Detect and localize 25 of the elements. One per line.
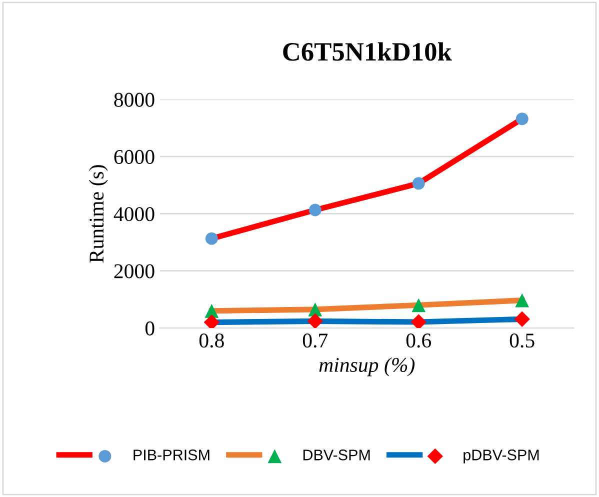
x-tick-label: 0.7 bbox=[302, 333, 328, 348]
point bbox=[412, 177, 425, 190]
legend-label: PIB-PRISM bbox=[134, 450, 210, 460]
y-tick-label: 6000 bbox=[114, 150, 154, 164]
point bbox=[410, 314, 426, 328]
point bbox=[514, 311, 530, 328]
y-tick-label: 2000 bbox=[114, 264, 154, 278]
x-axis-title: minsup (%) bbox=[319, 357, 415, 376]
x-tick-label: 0.6 bbox=[406, 333, 432, 348]
point bbox=[307, 313, 324, 328]
x-tick-label: 0.5 bbox=[510, 333, 534, 348]
point bbox=[205, 232, 218, 245]
point bbox=[204, 314, 220, 328]
point bbox=[515, 293, 530, 308]
x-tick-label: 0.8 bbox=[199, 333, 224, 348]
y-axis-title: Runtime (s) bbox=[88, 165, 108, 263]
chart-title: C6T5N1kD10k bbox=[283, 42, 452, 61]
point bbox=[516, 112, 528, 126]
point bbox=[308, 204, 322, 216]
y-tick-label: 8000 bbox=[114, 92, 154, 107]
y-tick-label: 0 bbox=[145, 321, 154, 336]
y-tick-label: 4000 bbox=[114, 207, 154, 222]
point bbox=[412, 298, 426, 312]
legend-label: pDBV-SPM bbox=[464, 450, 539, 464]
legend-label: DBV-SPM bbox=[303, 450, 370, 460]
